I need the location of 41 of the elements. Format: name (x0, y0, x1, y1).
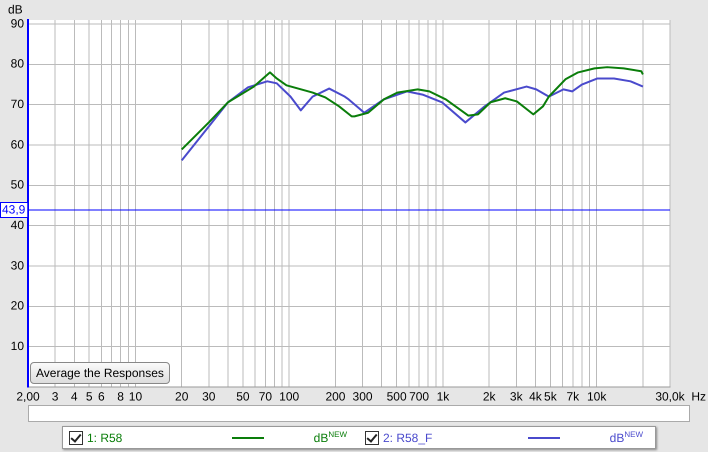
y-tick-label: 30 (10, 258, 24, 272)
average-button: Average the Responses (30, 362, 170, 384)
x-tick-label: 7k (566, 389, 580, 404)
x-tick-label: 10 (128, 389, 142, 404)
x-tick-label: 30,0k (655, 389, 686, 404)
x-tick-label: 4 (70, 389, 78, 404)
x-tick-label: 20 (175, 389, 189, 404)
x-tick-label: 8 (117, 389, 124, 404)
x-tick-label: 50 (236, 389, 250, 404)
x-tick-label: 1k (436, 389, 450, 404)
x-axis-title: Hz (691, 389, 706, 404)
x-tick-label: 2k (482, 389, 497, 404)
x-tick-label: 300 (352, 389, 373, 404)
text: 2: R58_F (383, 430, 432, 444)
text: 1: R58 (87, 430, 122, 444)
x-tick-label: 2,00 (16, 389, 40, 404)
ref-line-label: 43,9 (2, 202, 26, 216)
x-tick-label: 5k (544, 389, 558, 404)
text: dB$^{NEW}$ (314, 430, 347, 445)
y-axis-title: dB (8, 2, 23, 16)
y-tick-label: 80 (10, 56, 24, 71)
x-tick-label: 10k (586, 389, 608, 404)
x-tick-label: 3k (510, 389, 524, 404)
y-tick-label: 90 (10, 16, 24, 30)
x-tick-label: 6 (98, 389, 106, 404)
x-tick-label: 200 (325, 389, 346, 404)
y-tick-label: 40 (10, 218, 24, 232)
y-tick-label: 50 (10, 178, 24, 192)
x-tick-label: 30 (202, 389, 216, 404)
x-tick-label: 4k (529, 389, 543, 404)
x-tick-label: 100 (279, 389, 300, 404)
x-tick-label: 500 (386, 389, 407, 404)
text: dB$^{NEW}$ (610, 430, 643, 445)
x-tick-label: 70 (258, 389, 272, 404)
y-tick-label: 60 (10, 137, 24, 152)
y-tick-label: 10 (10, 338, 24, 353)
x-tick-label: 3 (52, 389, 59, 404)
y-tick-label: 20 (10, 298, 24, 313)
x-tick-label: 5 (86, 389, 93, 404)
x-tick-label: 700 (409, 389, 430, 404)
y-tick-label: 70 (10, 97, 24, 112)
